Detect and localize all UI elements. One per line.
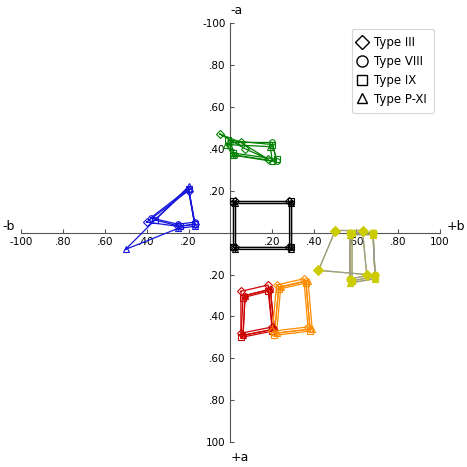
Text: -b: -b — [2, 219, 14, 233]
Text: +a: +a — [230, 451, 249, 464]
Text: +b: +b — [446, 219, 465, 233]
Text: -a: -a — [230, 4, 243, 17]
Legend: Type III, Type VIII, Type IX, Type P-XI: Type III, Type VIII, Type IX, Type P-XI — [352, 29, 434, 113]
